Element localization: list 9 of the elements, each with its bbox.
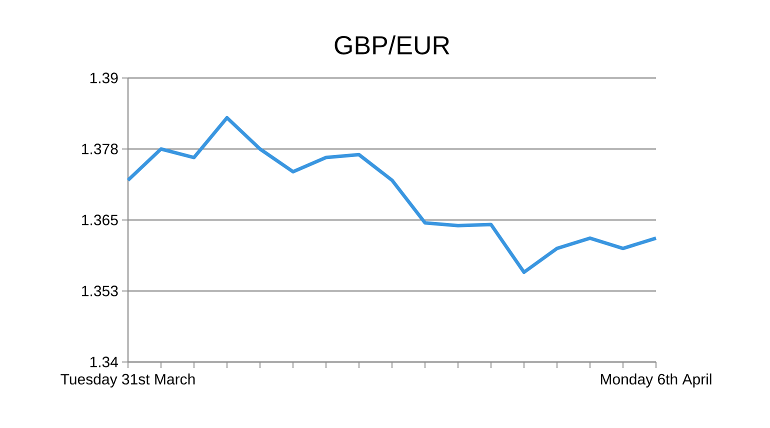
y-tick-label: 1.353 [82,286,118,296]
x-tick-label: Tuesday 31st March [60,374,195,388]
y-tick-label: 1.39 [90,72,118,84]
y-tick-label: 1.378 [82,144,118,154]
y-tick-label: 1.34 [90,356,118,368]
line-series [126,116,658,274]
chart-title: GBP/EUR [334,35,450,54]
y-tick-label: 1.365 [82,214,118,226]
x-tick-label: Monday 6th April [600,374,712,388]
